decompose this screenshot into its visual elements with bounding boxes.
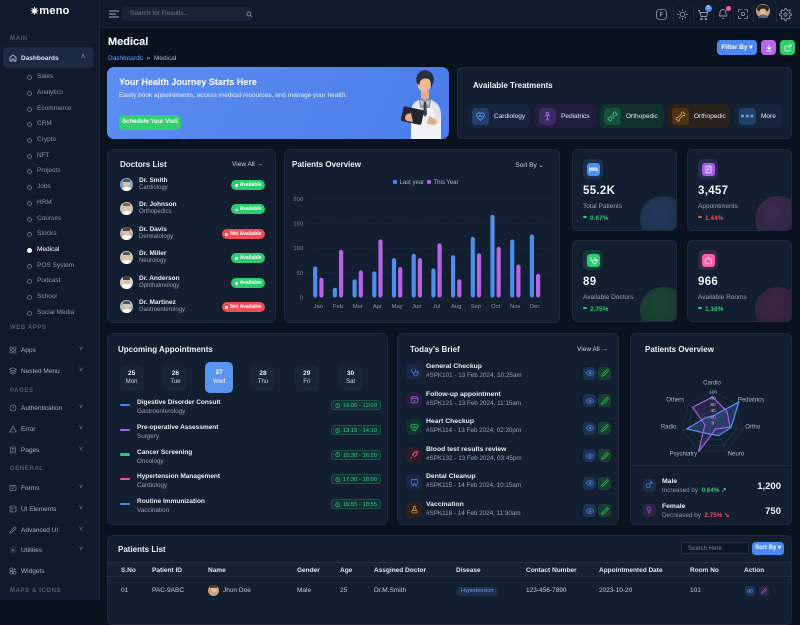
svg-text:100: 100: [293, 246, 303, 252]
svg-text:Others: Others: [666, 397, 684, 403]
svg-text:0: 0: [712, 421, 715, 427]
svg-text:This Year: This Year: [434, 180, 459, 186]
svg-text:Apr: Apr: [373, 304, 382, 310]
svg-text:80: 80: [710, 396, 716, 402]
svg-text:Dec: Dec: [530, 304, 540, 310]
svg-text:40: 40: [710, 408, 716, 414]
svg-text:20: 20: [710, 414, 716, 420]
svg-text:Jan: Jan: [314, 304, 323, 310]
svg-text:Sep: Sep: [471, 304, 481, 310]
svg-text:150: 150: [293, 222, 303, 228]
svg-text:Mar: Mar: [353, 304, 363, 310]
svg-text:Jul: Jul: [433, 304, 440, 310]
svg-text:Ortho: Ortho: [745, 425, 761, 431]
svg-text:Neuro: Neuro: [728, 451, 745, 457]
svg-text:50: 50: [297, 271, 303, 277]
svg-text:Aug: Aug: [451, 304, 461, 310]
svg-text:Jun: Jun: [412, 304, 421, 310]
svg-text:Cardio: Cardio: [703, 381, 721, 387]
svg-text:May: May: [392, 304, 403, 310]
svg-text:100: 100: [709, 390, 717, 396]
svg-text:Radio: Radio: [661, 425, 677, 431]
svg-text:Psychiatry: Psychiatry: [669, 451, 697, 457]
svg-text:Feb: Feb: [333, 304, 343, 310]
svg-text:Last year: Last year: [400, 180, 425, 186]
svg-text:Oct: Oct: [491, 304, 500, 310]
svg-text:Nov: Nov: [510, 304, 520, 310]
svg-text:0: 0: [300, 296, 303, 302]
svg-text:Pediatrics: Pediatrics: [738, 397, 764, 403]
svg-text:200: 200: [293, 197, 303, 203]
svg-text:60: 60: [710, 402, 716, 408]
